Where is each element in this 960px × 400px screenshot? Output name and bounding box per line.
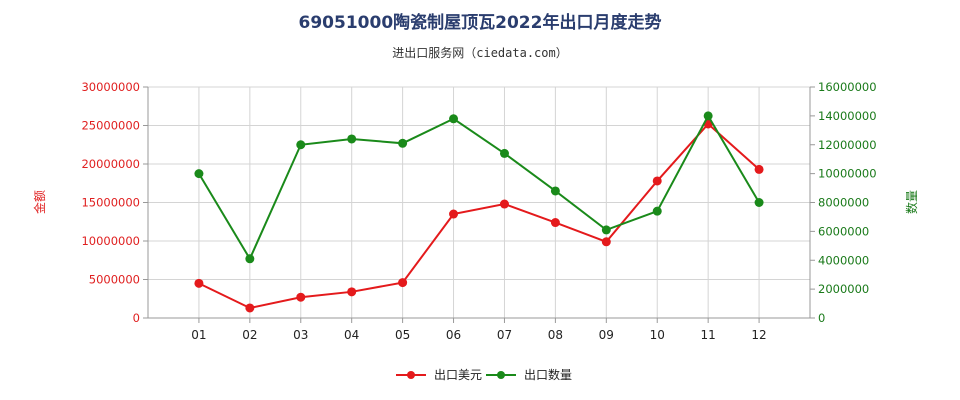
y-right-tick-label: 14000000 <box>818 109 877 123</box>
legend-marker-export-usd <box>407 371 415 379</box>
series-0-point[interactable] <box>754 164 764 174</box>
y-left-tick-label: 20000000 <box>81 157 140 171</box>
axes: 0500000010000000150000002000000025000000… <box>81 80 876 342</box>
y-right-tick-label: 6000000 <box>818 224 869 238</box>
series-1-point[interactable] <box>245 254 255 264</box>
legend-item-export-usd[interactable]: 出口美元 <box>396 368 482 382</box>
series-1-point[interactable] <box>652 206 662 216</box>
y-right-tick-label: 4000000 <box>818 253 869 267</box>
x-tick-label: 06 <box>446 328 461 342</box>
y-right-tick-label: 10000000 <box>818 167 877 181</box>
legend-label-export-usd: 出口美元 <box>434 368 482 382</box>
series-1-point[interactable] <box>601 225 611 235</box>
y-left-tick-label: 5000000 <box>89 273 140 287</box>
x-tick-label: 08 <box>548 328 563 342</box>
x-tick-label: 05 <box>395 328 410 342</box>
x-tick-label: 10 <box>650 328 665 342</box>
series-1-point[interactable] <box>550 186 560 196</box>
x-tick-label: 02 <box>242 328 257 342</box>
y-right-tick-label: 12000000 <box>818 138 877 152</box>
series-0-point[interactable] <box>499 199 509 209</box>
y-left-tick-label: 30000000 <box>81 80 140 94</box>
x-tick-label: 12 <box>751 328 766 342</box>
series-0-point[interactable] <box>296 292 306 302</box>
series-1-point[interactable] <box>296 140 306 150</box>
y-left-tick-label: 0 <box>133 311 140 325</box>
x-tick-label: 09 <box>599 328 614 342</box>
series-0-point[interactable] <box>601 237 611 247</box>
series-1-point[interactable] <box>449 114 459 124</box>
y-right-tick-label: 16000000 <box>818 80 877 94</box>
x-tick-label: 03 <box>293 328 308 342</box>
x-tick-label: 04 <box>344 328 359 342</box>
series-0-point[interactable] <box>449 209 459 219</box>
series-1-point[interactable] <box>194 169 204 179</box>
series-line-0 <box>198 122 760 310</box>
series-1-point[interactable] <box>398 138 408 148</box>
legend-label-export-qty: 出口数量 <box>524 367 572 382</box>
y-left-tick-label: 25000000 <box>81 119 140 133</box>
series-1-point[interactable] <box>754 198 764 207</box>
x-tick-label: 01 <box>191 328 206 342</box>
x-tick-label: 07 <box>497 328 512 342</box>
series <box>194 111 764 313</box>
y-right-tick-label: 2000000 <box>818 282 869 296</box>
y-axis-left-label: 金额 <box>32 190 47 214</box>
y-right-tick-label: 8000000 <box>818 196 869 210</box>
series-0-point[interactable] <box>398 278 408 288</box>
series-0-point[interactable] <box>347 287 357 297</box>
series-0-point[interactable] <box>652 176 662 186</box>
series-0-point[interactable] <box>194 278 204 288</box>
legend[interactable]: 出口美元 出口数量 <box>396 367 572 382</box>
y-axis-right-label: 数量 <box>904 190 919 214</box>
series-1-point[interactable] <box>499 148 509 158</box>
y-left-tick-label: 15000000 <box>81 196 140 210</box>
legend-marker-export-qty <box>497 371 505 379</box>
y-right-tick-label: 0 <box>818 311 825 325</box>
chart-subtitle: 进出口服务网（ciedata.com） <box>392 46 568 60</box>
series-0-point[interactable] <box>245 303 255 313</box>
legend-item-export-qty[interactable]: 出口数量 <box>486 367 572 382</box>
series-0-point[interactable] <box>550 218 560 228</box>
y-left-tick-label: 10000000 <box>81 234 140 248</box>
series-1-point[interactable] <box>703 111 713 121</box>
x-tick-label: 11 <box>701 328 716 342</box>
chart-title: 69051000陶瓷制屋顶瓦2022年出口月度走势 <box>298 13 662 33</box>
series-line-1 <box>198 113 760 261</box>
series-1-point[interactable] <box>347 134 357 144</box>
